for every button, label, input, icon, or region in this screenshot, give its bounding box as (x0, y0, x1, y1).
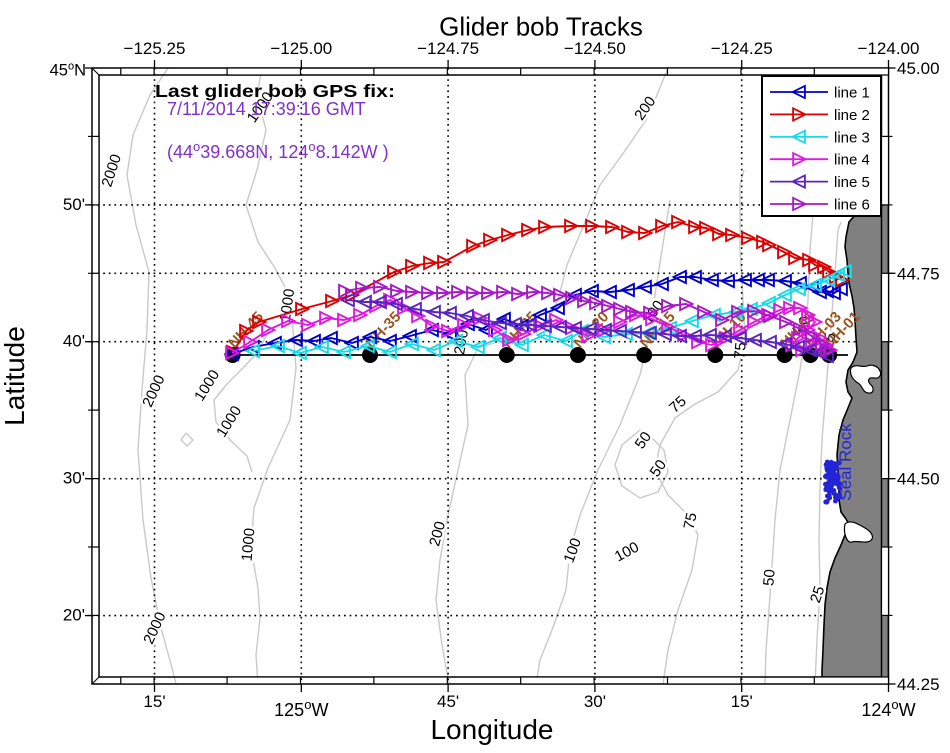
svg-text:50': 50' (63, 195, 85, 214)
svg-text:−125.00: −125.00 (270, 39, 332, 58)
svg-text:45.00: 45.00 (897, 59, 940, 78)
svg-text:Last glider bob GPS fix:: Last glider bob GPS fix: (155, 81, 395, 101)
svg-text:15': 15' (143, 692, 165, 711)
svg-text:44.50: 44.50 (897, 470, 940, 489)
svg-text:44.25: 44.25 (897, 675, 940, 694)
svg-text:125oW: 125oW (274, 697, 328, 720)
svg-text:124oW: 124oW (861, 697, 915, 720)
svg-text:Longitude: Longitude (430, 714, 553, 745)
svg-text:line 1: line 1 (834, 85, 870, 102)
svg-text:−124.50: −124.50 (564, 39, 626, 58)
svg-text:7/11/2014 17:39:16 GMT: 7/11/2014 17:39:16 GMT (167, 99, 366, 119)
svg-text:−124.75: −124.75 (417, 39, 479, 58)
svg-text:−124.25: −124.25 (711, 39, 773, 58)
svg-text:75: 75 (681, 511, 701, 531)
svg-text:line 6: line 6 (834, 197, 870, 214)
svg-text:30': 30' (63, 469, 85, 488)
svg-text:15': 15' (731, 692, 753, 711)
svg-text:30': 30' (584, 692, 606, 711)
svg-text:50: 50 (760, 569, 778, 587)
svg-text:Seal Rock: Seal Rock (836, 423, 855, 501)
svg-text:line 5: line 5 (834, 174, 870, 191)
svg-text:(44o39.668N, 124o8.142W ): (44o39.668N, 124o8.142W ) (167, 139, 389, 162)
svg-text:line 3: line 3 (834, 129, 870, 146)
svg-text:44.75: 44.75 (897, 264, 940, 283)
svg-text:75: 75 (731, 342, 749, 360)
svg-text:−125.25: −125.25 (124, 39, 186, 58)
svg-text:Glider bob Tracks: Glider bob Tracks (439, 12, 643, 42)
svg-text:40': 40' (63, 332, 85, 351)
svg-text:45oN: 45oN (50, 61, 86, 80)
svg-text:Latitude: Latitude (0, 326, 30, 426)
svg-text:45': 45' (437, 692, 459, 711)
svg-text:line 4: line 4 (834, 152, 870, 169)
svg-text:line 2: line 2 (834, 107, 870, 124)
svg-text:20': 20' (63, 606, 85, 625)
svg-text:−124.00: −124.00 (858, 39, 920, 58)
svg-text:1000: 1000 (239, 527, 259, 562)
